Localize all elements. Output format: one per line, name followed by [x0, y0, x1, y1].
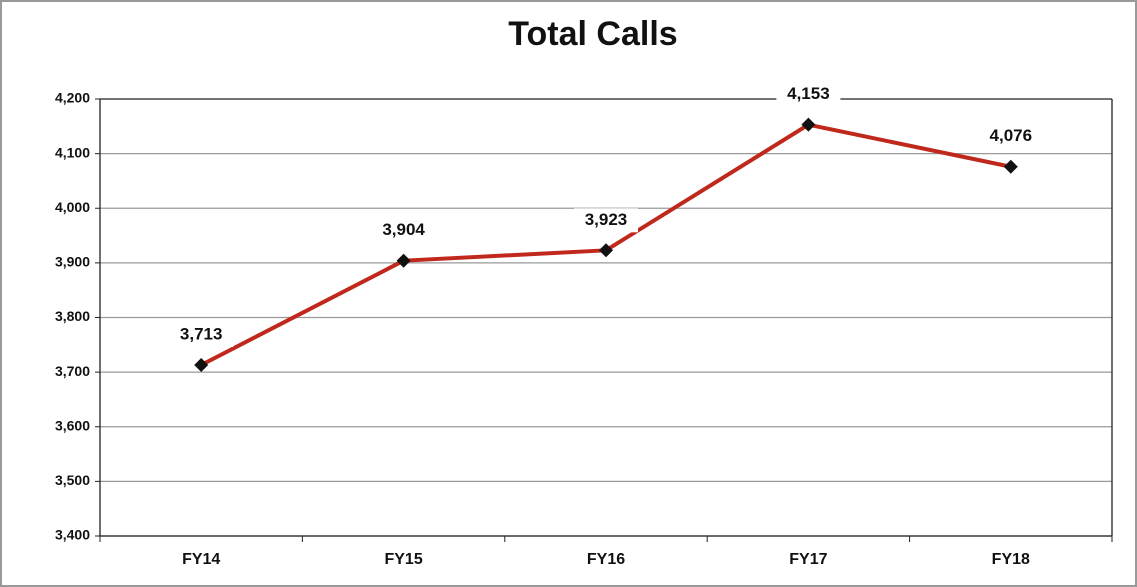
label-background — [574, 208, 638, 233]
y-tick-label: 4,100 — [55, 144, 90, 160]
y-tick-label: 3,500 — [55, 472, 90, 488]
y-tick-label: 3,900 — [55, 254, 90, 270]
data-label: 3,923 — [585, 210, 628, 229]
label-background — [371, 218, 436, 243]
y-tick-label: 4,200 — [55, 90, 90, 106]
chart-title: Total Calls — [508, 15, 677, 53]
x-tick-label: FY16 — [587, 551, 625, 568]
y-tick-label: 3,700 — [55, 363, 90, 379]
x-tick-label: FY14 — [182, 551, 220, 568]
data-label: 3,904 — [382, 220, 425, 239]
data-label: 4,076 — [990, 126, 1033, 145]
data-label: 3,713 — [180, 325, 223, 344]
label-background — [169, 323, 234, 348]
data-label: 4,153 — [787, 84, 830, 103]
marker — [396, 253, 411, 268]
x-tick-label: FY18 — [992, 551, 1030, 568]
label-background — [978, 124, 1043, 149]
marker — [599, 243, 613, 258]
y-tick-label: 3,600 — [55, 417, 90, 433]
x-tick-label: FY15 — [384, 551, 422, 568]
y-tick-label: 3,400 — [55, 527, 90, 543]
y-tick-label: 4,000 — [55, 199, 90, 215]
y-tick-label: 3,800 — [55, 308, 90, 324]
x-tick-label: FY17 — [789, 551, 827, 568]
label-background — [776, 82, 841, 107]
marker — [801, 117, 816, 132]
marker — [194, 358, 209, 373]
marker — [1003, 159, 1018, 174]
